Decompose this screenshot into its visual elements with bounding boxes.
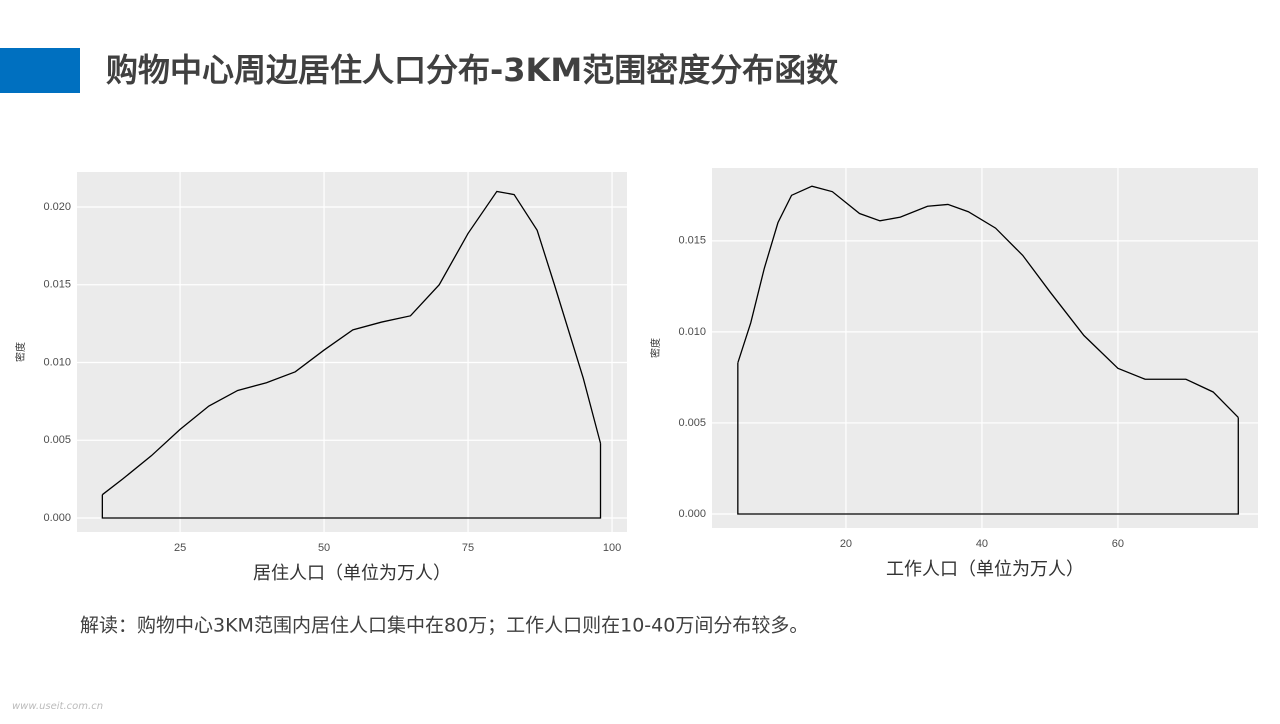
x-axis-label: 工作人口（单位为万人） (886, 559, 1084, 580)
y-tick-label: 0.010 (43, 356, 71, 368)
y-tick-label: 0.020 (43, 201, 71, 213)
note: 解读：购物中心3KM范围内居住人口集中在80万；工作人口则在10-40万间分布较… (80, 615, 808, 637)
density-outline (737, 362, 1239, 515)
density-curve (737, 185, 1239, 418)
watermark: www.useit.com.cn (12, 701, 103, 712)
plot-panel (77, 172, 627, 532)
y-axis-label: 密度 (14, 342, 27, 362)
y-tick-label: 0.005 (678, 417, 706, 429)
title-accent (0, 48, 80, 93)
x-tick-label: 75 (462, 542, 474, 554)
x-tick-label: 20 (840, 538, 852, 550)
density-curve (101, 190, 602, 496)
y-axis-label: 密度 (649, 338, 662, 358)
plot-panel (712, 168, 1258, 528)
x-tick-label: 100 (603, 542, 621, 554)
x-tick-label: 60 (1112, 538, 1124, 550)
x-axis-label: 居住人口（单位为万人） (253, 563, 451, 584)
x-tick-label: 50 (318, 542, 330, 554)
y-tick-label: 0.000 (678, 508, 706, 520)
y-tick-label: 0.010 (678, 326, 706, 338)
y-tick-label: 0.000 (43, 512, 71, 524)
y-tick-label: 0.005 (43, 434, 71, 446)
density-outline (101, 443, 602, 519)
y-tick-label: 0.015 (678, 235, 706, 247)
y-tick-label: 0.015 (43, 279, 71, 291)
x-tick-label: 40 (976, 538, 988, 550)
x-tick-label: 25 (174, 542, 186, 554)
slide-title: 购物中心周边居住人口分布-3KM范围密度分布函数 (106, 51, 839, 89)
